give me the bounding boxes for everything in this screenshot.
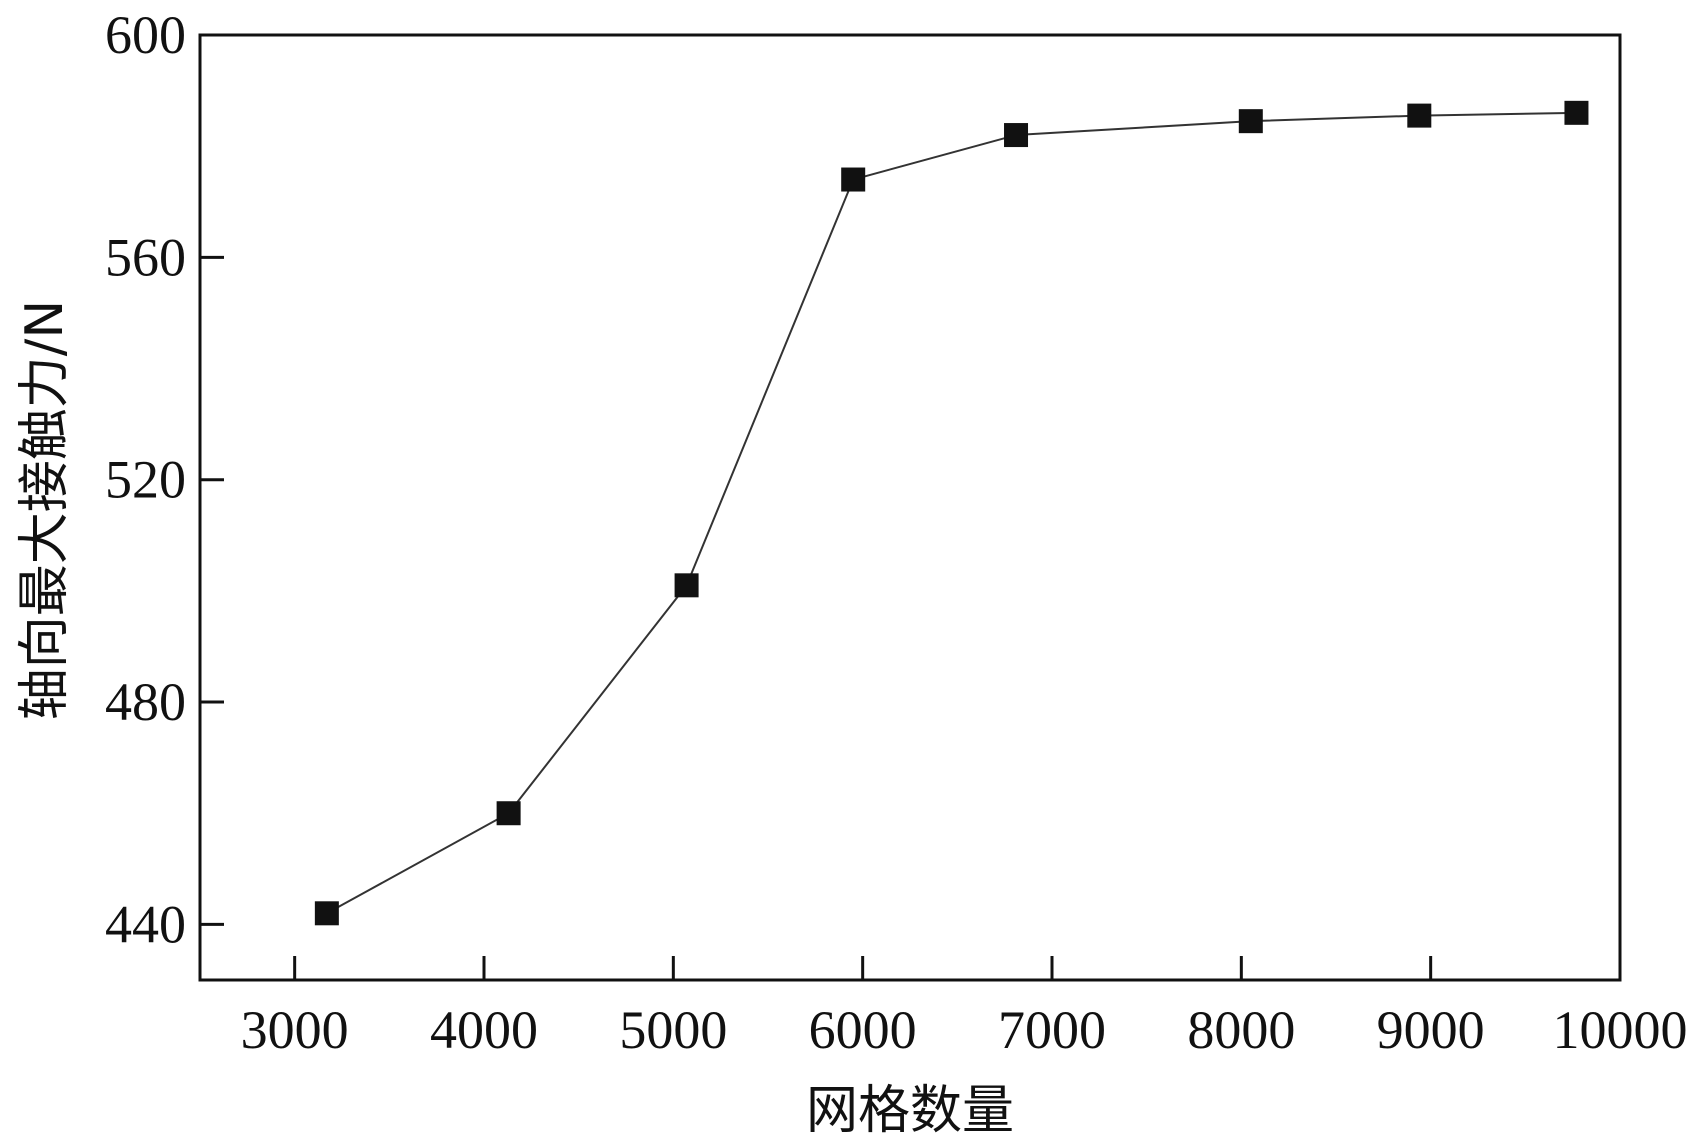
x-tick-label: 7000: [998, 1000, 1106, 1060]
x-tick-label: 8000: [1187, 1000, 1295, 1060]
x-tick-label: 4000: [430, 1000, 538, 1060]
data-point-marker: [1238, 109, 1263, 134]
data-point-marker: [1407, 103, 1432, 128]
series-line: [326, 111, 1577, 915]
y-axis-title: 轴向最大接触力/N: [15, 300, 75, 720]
data-point-marker: [674, 573, 699, 598]
x-tick-label: 9000: [1377, 1000, 1485, 1060]
x-tick-label: 5000: [619, 1000, 727, 1060]
x-axis-title: 网格数量: [806, 1081, 1014, 1141]
y-tick-label: 480: [105, 672, 186, 732]
y-tick-label: 600: [105, 5, 186, 65]
x-tick-label: 3000: [241, 1000, 349, 1060]
series-layer: [314, 100, 1589, 926]
y-tick-label: 440: [105, 894, 186, 954]
x-tick-label: 6000: [809, 1000, 917, 1060]
y-tick-label: 560: [105, 227, 186, 287]
x-tick-label: 10000: [1553, 1000, 1688, 1060]
data-point-marker: [841, 167, 866, 192]
plot-frame: [198, 33, 1622, 982]
y-axis-ticks: 440 480 520 560 600: [105, 5, 224, 954]
data-point-marker: [496, 801, 521, 826]
data-point-marker: [314, 901, 339, 926]
data-point-marker: [1004, 123, 1029, 148]
x-axis-ticks: 3000 4000 5000 6000 7000 8000 9000 10000: [241, 956, 1688, 1060]
y-tick-label: 520: [105, 450, 186, 510]
data-point-marker: [1564, 100, 1589, 125]
